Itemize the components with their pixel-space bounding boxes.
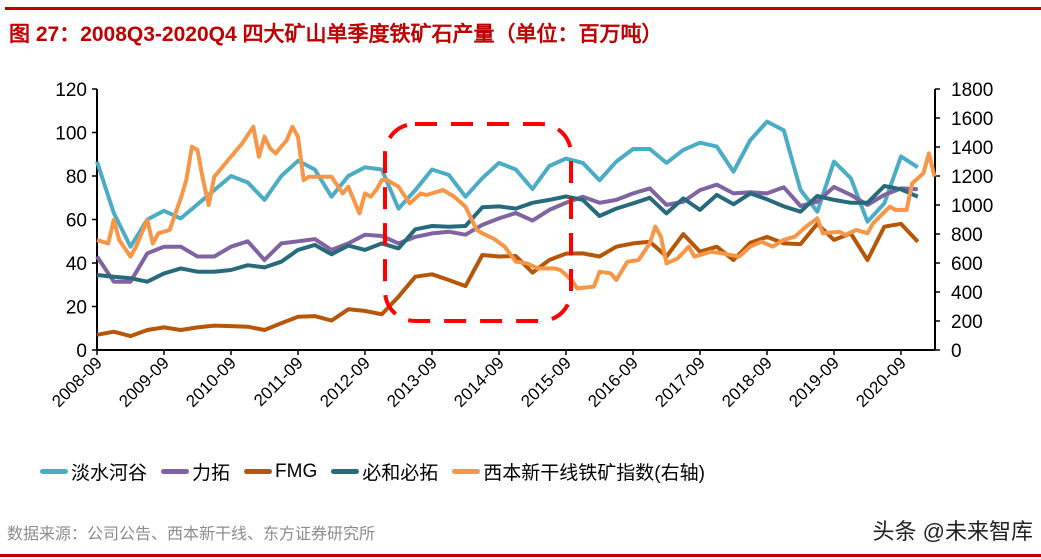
watermark: 头条 @未来智库 — [872, 519, 1033, 544]
series-line-FMG — [96, 221, 920, 339]
series-line-淡水河谷 — [95, 119, 919, 249]
y-right-tick-label: 800 — [951, 225, 983, 246]
y-left-tick-label: 20 — [66, 298, 87, 319]
top-rule — [5, 7, 1041, 10]
legend-label: FMG — [275, 460, 318, 482]
source-note: 数据来源：公司公告、西本新干线、东方证券研究所 — [7, 526, 376, 543]
x-tick-label: 2012-09 — [316, 353, 374, 411]
x-tick-label: 2008-09 — [48, 353, 106, 411]
x-tick-label: 2011-09 — [250, 353, 307, 410]
highlight-box — [383, 122, 573, 323]
x-tick-label: 2020-09 — [852, 353, 910, 411]
x-tick-label: 2014-09 — [450, 353, 508, 411]
y-right-tick-label: 0 — [951, 341, 962, 362]
x-tick-label: 2019-09 — [785, 353, 843, 411]
series-lines — [95, 119, 937, 339]
y-left-tick-label: 60 — [66, 211, 87, 232]
legend-swatch — [244, 469, 273, 474]
axes: 0204060801001200200400600800100012001400… — [48, 80, 993, 411]
bottom-rule — [0, 554, 1041, 557]
y-left-tick-label: 120 — [55, 80, 87, 101]
y-left-tick-label: 80 — [66, 167, 87, 188]
legend-item: 淡水河谷 — [40, 458, 147, 485]
legend-label: 西本新干线铁矿指数(右轴) — [483, 463, 705, 484]
figure-title: 图 27：2008Q3-2020Q4 四大矿山单季度铁矿石产量（单位：百万吨） — [9, 23, 663, 46]
y-right-tick-label: 600 — [951, 254, 983, 275]
y-right-tick-label: 200 — [951, 312, 983, 333]
legend-item: FMG — [244, 461, 317, 483]
y-right-tick-label: 1000 — [951, 196, 993, 217]
y-right-tick-label: 1200 — [951, 167, 993, 188]
legend-swatch — [161, 469, 190, 474]
x-tick-label: 2016-09 — [584, 353, 642, 411]
legend-swatch — [40, 469, 68, 474]
series-line-力拓 — [95, 182, 918, 284]
legend-item: 西本新干线铁矿指数(右轴) — [452, 458, 705, 485]
legend: 淡水河谷 力拓 FMG 必和必拓 西本新干线铁矿指数(右轴) — [40, 458, 719, 485]
y-right-tick-label: 400 — [951, 283, 983, 304]
legend-item: 力拓 — [161, 458, 230, 485]
legend-label: 力拓 — [192, 463, 231, 484]
y-right-tick-label: 1800 — [951, 80, 993, 101]
legend-label: 淡水河谷 — [71, 463, 148, 484]
x-tick-label: 2015-09 — [517, 353, 575, 411]
legend-swatch — [452, 469, 481, 474]
x-tick-label: 2010-09 — [182, 353, 240, 411]
x-tick-label: 2018-09 — [718, 353, 776, 411]
legend-swatch — [331, 469, 360, 474]
y-left-tick-label: 40 — [66, 254, 87, 275]
y-right-tick-label: 1600 — [951, 109, 993, 130]
series-line-西本新干线铁矿指数(右轴) — [96, 124, 937, 291]
x-tick-label: 2013-09 — [383, 353, 441, 411]
y-left-tick-label: 0 — [76, 341, 87, 362]
legend-item: 必和必拓 — [331, 458, 438, 485]
y-left-tick-label: 100 — [55, 124, 87, 145]
x-tick-label: 2017-09 — [651, 353, 709, 411]
y-right-tick-label: 1400 — [951, 138, 993, 159]
x-tick-label: 2009-09 — [115, 353, 173, 411]
legend-label: 必和必拓 — [362, 463, 439, 484]
series-line-必和必拓 — [96, 184, 919, 284]
